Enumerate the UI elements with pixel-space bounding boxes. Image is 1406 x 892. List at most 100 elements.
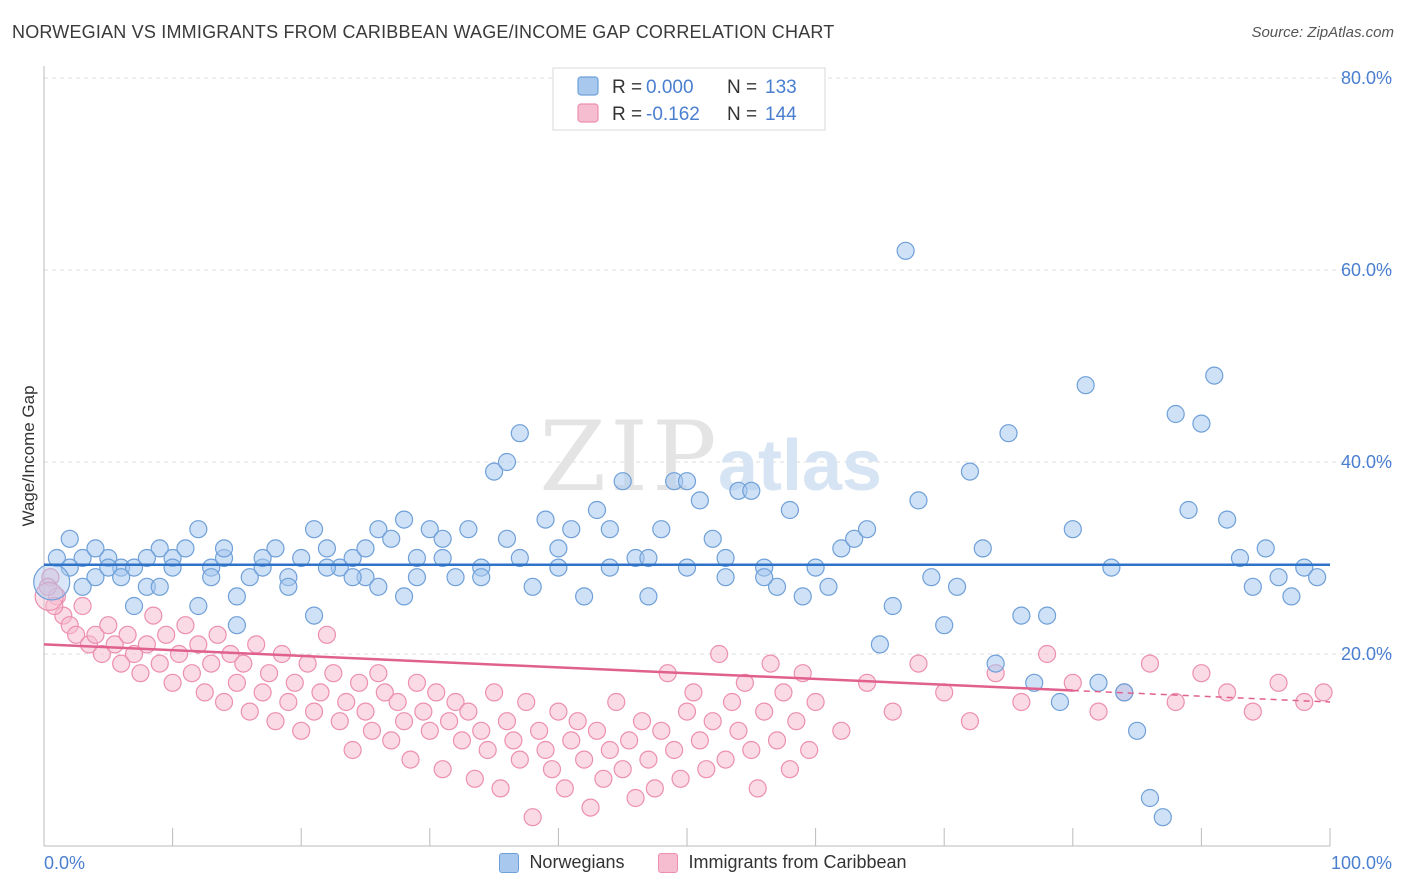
legend-item-caribbean[interactable]: Immigrants from Caribbean <box>658 852 907 873</box>
point-norwegian <box>845 529 864 548</box>
point-norwegian <box>369 520 388 539</box>
point-caribbean <box>240 702 259 721</box>
point-caribbean <box>549 702 568 721</box>
point-norwegian <box>227 587 246 606</box>
point-caribbean <box>234 654 253 673</box>
trend-line-caribbean-extension <box>1072 689 1331 703</box>
point-caribbean <box>671 769 690 788</box>
point-caribbean <box>1063 673 1082 692</box>
point-norwegian <box>163 558 182 577</box>
point-caribbean <box>67 625 86 644</box>
trend-line-caribbean <box>43 643 1073 692</box>
point-caribbean <box>362 721 382 740</box>
point-caribbean <box>266 712 285 731</box>
point-caribbean <box>420 721 439 740</box>
point-caribbean <box>465 769 484 788</box>
legend-item-norwegians[interactable]: Norwegians <box>499 852 624 873</box>
point-caribbean <box>697 760 716 779</box>
point-norwegian <box>73 577 92 596</box>
point-caribbean <box>73 596 92 616</box>
chart-title: NORWEGIAN VS IMMIGRANTS FROM CARIBBEAN W… <box>12 22 835 42</box>
y-tick-label: 40.0% <box>1341 452 1392 472</box>
point-caribbean <box>446 692 465 712</box>
point-caribbean <box>935 683 954 702</box>
point-caribbean <box>613 760 632 779</box>
point-caribbean <box>960 712 980 731</box>
point-caribbean <box>144 606 163 625</box>
point-caribbean <box>433 760 452 779</box>
point-norwegian <box>1153 808 1172 827</box>
point-caribbean <box>536 740 555 760</box>
point-caribbean <box>259 664 279 683</box>
point-norwegian-large <box>33 563 71 601</box>
point-caribbean <box>427 683 446 702</box>
point-caribbean <box>157 625 176 644</box>
point-norwegian <box>1205 366 1224 385</box>
legend-top-swatch <box>577 76 599 96</box>
point-caribbean <box>112 654 131 673</box>
point-caribbean <box>684 683 703 702</box>
legend-top-n-label: N = <box>727 104 757 125</box>
point-caribbean <box>800 740 819 760</box>
point-norwegian <box>304 520 324 539</box>
y-axis-label: Wage/Income Gap <box>19 385 38 526</box>
point-caribbean <box>677 702 697 721</box>
point-norwegian <box>562 520 581 539</box>
point-norwegian <box>1295 558 1314 577</box>
point-caribbean <box>587 721 607 740</box>
point-caribbean <box>150 654 169 673</box>
point-caribbean <box>748 779 767 798</box>
legend-label-caribbean: Immigrants from Caribbean <box>688 852 907 872</box>
point-caribbean <box>832 721 851 740</box>
point-norwegian <box>883 596 902 616</box>
point-norwegian <box>613 472 632 491</box>
series-immigrants-points <box>34 568 1333 827</box>
point-caribbean <box>195 683 214 702</box>
point-norwegian <box>523 577 542 596</box>
point-caribbean <box>607 692 626 712</box>
point-norwegian <box>922 568 941 587</box>
point-norwegian <box>1089 673 1108 692</box>
point-norwegian <box>343 568 362 587</box>
point-norwegian <box>510 424 529 443</box>
point-caribbean <box>722 692 742 712</box>
x-tick-label-max: 100.0% <box>1331 853 1392 873</box>
point-caribbean <box>118 625 137 644</box>
point-caribbean <box>857 673 877 692</box>
point-caribbean <box>729 721 748 740</box>
point-norwegian <box>819 577 838 596</box>
point-norwegian <box>1308 568 1327 587</box>
point-caribbean <box>1218 683 1237 702</box>
point-norwegian <box>317 539 337 558</box>
legend-top-r-value: 0.000 <box>646 77 694 98</box>
grid-lines <box>44 77 1392 655</box>
point-norwegian <box>832 539 851 558</box>
legend-top-n-value: 144 <box>765 104 797 125</box>
point-caribbean <box>600 740 619 760</box>
point-norwegian <box>549 539 568 558</box>
point-caribbean <box>690 731 709 750</box>
point-norwegian <box>137 548 156 568</box>
point-caribbean <box>452 731 472 750</box>
point-norwegian <box>909 491 928 510</box>
point-caribbean <box>517 692 536 712</box>
point-norwegian <box>806 558 825 577</box>
point-norwegian <box>1037 606 1057 625</box>
point-norwegian <box>124 558 144 577</box>
point-norwegian <box>60 529 79 548</box>
point-caribbean <box>375 683 394 702</box>
point-caribbean <box>1140 654 1160 673</box>
legend-label-norwegians: Norwegians <box>529 852 625 872</box>
point-norwegian <box>86 539 105 558</box>
point-caribbean <box>369 664 388 683</box>
point-norwegian <box>394 587 414 606</box>
point-norwegian <box>86 568 105 587</box>
point-norwegian <box>202 568 221 587</box>
point-norwegian <box>433 548 452 568</box>
point-caribbean <box>414 702 433 721</box>
point-norwegian <box>356 539 375 558</box>
point-caribbean <box>1192 664 1211 683</box>
point-caribbean <box>163 673 182 692</box>
point-caribbean <box>86 625 105 644</box>
